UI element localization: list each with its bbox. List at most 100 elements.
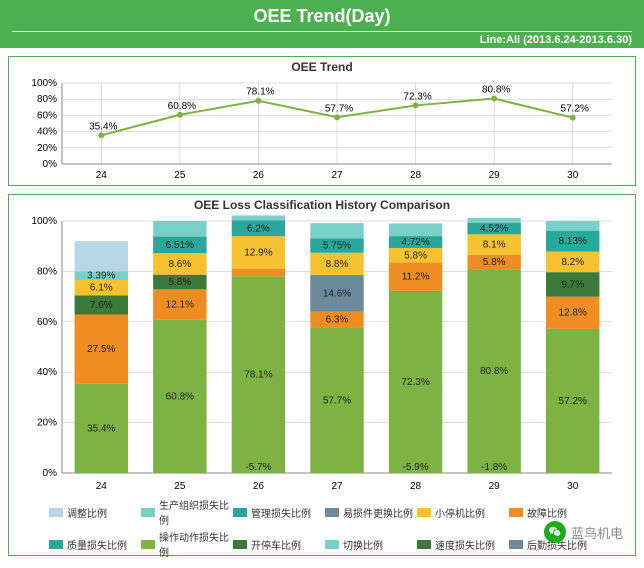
svg-text:100%: 100% bbox=[31, 78, 57, 89]
svg-text:-5.7%: -5.7% bbox=[245, 462, 271, 473]
svg-text:12.8%: 12.8% bbox=[559, 308, 587, 319]
legend-label: 管理损失比例 bbox=[251, 505, 311, 520]
loss-title: OEE Loss Classification History Comparis… bbox=[9, 195, 635, 215]
svg-text:20%: 20% bbox=[37, 418, 57, 429]
svg-text:26: 26 bbox=[253, 170, 265, 181]
svg-text:57.7%: 57.7% bbox=[323, 395, 351, 406]
svg-text:25: 25 bbox=[174, 481, 186, 492]
svg-text:40%: 40% bbox=[37, 367, 57, 378]
legend-label: 故障比例 bbox=[527, 505, 567, 520]
legend-label: 开停车比例 bbox=[251, 537, 301, 552]
svg-text:57.7%: 57.7% bbox=[325, 103, 353, 114]
legend-label: 速度损失比例 bbox=[435, 537, 495, 552]
svg-text:27: 27 bbox=[331, 170, 343, 181]
svg-text:0%: 0% bbox=[43, 468, 58, 479]
legend-swatch bbox=[417, 540, 431, 549]
svg-text:72.3%: 72.3% bbox=[401, 377, 429, 388]
svg-text:8.2%: 8.2% bbox=[561, 257, 584, 268]
svg-text:5.8%: 5.8% bbox=[483, 257, 506, 268]
svg-text:27: 27 bbox=[331, 481, 343, 492]
legend-swatch bbox=[141, 508, 155, 517]
trend-line-chart: 0%20%40%60%80%100%2425262728293035.4%60.… bbox=[17, 77, 627, 182]
legend-swatch bbox=[49, 540, 63, 549]
svg-text:30: 30 bbox=[567, 170, 579, 181]
svg-text:60%: 60% bbox=[37, 317, 57, 328]
svg-text:40%: 40% bbox=[37, 127, 57, 138]
legend-label: 调整比例 bbox=[67, 505, 107, 520]
svg-text:57.2%: 57.2% bbox=[561, 104, 589, 115]
svg-text:-5.9%: -5.9% bbox=[403, 462, 429, 473]
svg-text:60.8%: 60.8% bbox=[166, 391, 194, 402]
svg-text:57.2%: 57.2% bbox=[559, 396, 587, 407]
svg-text:28: 28 bbox=[410, 481, 422, 492]
legend-swatch bbox=[417, 508, 431, 517]
legend-item: 易损件更换比例 bbox=[325, 497, 417, 527]
legend-label: 操作动作损失比例 bbox=[159, 529, 233, 559]
page-header: OEE Trend(Day) Line:All (2013.6.24-2013.… bbox=[0, 0, 644, 48]
svg-text:6.2%: 6.2% bbox=[247, 223, 270, 234]
svg-text:80.8%: 80.8% bbox=[482, 85, 510, 96]
svg-text:9.7%: 9.7% bbox=[561, 279, 584, 290]
svg-text:12.1%: 12.1% bbox=[166, 300, 194, 311]
legend-item: 操作动作损失比例 bbox=[141, 529, 233, 559]
svg-text:35.4%: 35.4% bbox=[89, 121, 117, 132]
svg-text:11.2%: 11.2% bbox=[402, 272, 430, 283]
legend-item: 生产组织损失比例 bbox=[141, 497, 233, 527]
legend-item: 切换比例 bbox=[325, 529, 417, 559]
loss-panel: OEE Loss Classification History Comparis… bbox=[8, 194, 636, 556]
svg-text:60%: 60% bbox=[37, 110, 57, 121]
svg-text:6.51%: 6.51% bbox=[166, 240, 194, 251]
svg-text:29: 29 bbox=[489, 170, 501, 181]
svg-text:30: 30 bbox=[567, 481, 579, 492]
svg-text:28: 28 bbox=[410, 170, 422, 181]
trend-title: OEE Trend bbox=[9, 57, 635, 77]
svg-text:4.52%: 4.52% bbox=[480, 224, 508, 235]
svg-text:7.6%: 7.6% bbox=[90, 300, 113, 311]
legend-swatch bbox=[325, 508, 339, 517]
svg-text:8.13%: 8.13% bbox=[559, 236, 587, 247]
svg-text:0%: 0% bbox=[43, 159, 58, 170]
legend-label: 生产组织损失比例 bbox=[159, 497, 233, 527]
watermark: 蓝鸟机电 bbox=[544, 521, 623, 543]
legend-label: 易损件更换比例 bbox=[343, 505, 413, 520]
svg-text:8.1%: 8.1% bbox=[483, 240, 506, 251]
svg-text:3.39%: 3.39% bbox=[87, 271, 115, 282]
page-subtitle: Line:All (2013.6.24-2013.6.30) bbox=[12, 31, 632, 46]
legend-swatch bbox=[141, 540, 155, 549]
loss-legend: 调整比例 生产组织损失比例 管理损失比例 易损件更换比例 小停机比例 故障比例质量损失比例… bbox=[9, 495, 635, 563]
svg-text:100%: 100% bbox=[31, 216, 57, 227]
svg-text:12.9%: 12.9% bbox=[244, 247, 272, 258]
svg-text:78.1%: 78.1% bbox=[244, 370, 272, 381]
legend-item: 调整比例 bbox=[49, 497, 141, 527]
svg-text:6.3%: 6.3% bbox=[326, 315, 349, 326]
legend-swatch bbox=[49, 508, 63, 517]
svg-text:8.6%: 8.6% bbox=[168, 259, 191, 270]
legend-item: 开停车比例 bbox=[233, 529, 325, 559]
svg-text:26: 26 bbox=[253, 481, 265, 492]
svg-text:24: 24 bbox=[96, 481, 108, 492]
svg-text:4.72%: 4.72% bbox=[401, 237, 429, 248]
svg-text:20%: 20% bbox=[37, 143, 57, 154]
svg-text:-1.8%: -1.8% bbox=[481, 462, 507, 473]
svg-text:24: 24 bbox=[96, 170, 108, 181]
svg-text:5.75%: 5.75% bbox=[323, 241, 351, 252]
svg-text:5.8%: 5.8% bbox=[404, 250, 427, 261]
legend-label: 切换比例 bbox=[343, 537, 383, 552]
legend-swatch bbox=[233, 540, 247, 549]
wechat-icon bbox=[544, 521, 566, 543]
legend-label: 质量损失比例 bbox=[67, 537, 127, 552]
trend-panel: OEE Trend 0% 20% 40% 60% 80% 100% 24 25 26 27 28 29… bbox=[8, 56, 636, 186]
svg-text:27.5%: 27.5% bbox=[87, 344, 115, 355]
svg-text:80%: 80% bbox=[37, 94, 57, 105]
loss-stacked-chart: 0%20%40%60%80%100%35.4%27.5%7.6%6.1%3.39… bbox=[17, 215, 627, 495]
legend-swatch bbox=[509, 508, 523, 517]
svg-text:25: 25 bbox=[174, 170, 186, 181]
svg-text:72.3%: 72.3% bbox=[403, 91, 431, 102]
legend-label: 小停机比例 bbox=[435, 505, 485, 520]
legend-swatch bbox=[233, 508, 247, 517]
svg-text:5.8%: 5.8% bbox=[168, 277, 191, 288]
legend-item: 质量损失比例 bbox=[49, 529, 141, 559]
svg-text:29: 29 bbox=[489, 481, 501, 492]
legend-swatch bbox=[325, 540, 339, 549]
svg-text:80.8%: 80.8% bbox=[480, 366, 508, 377]
